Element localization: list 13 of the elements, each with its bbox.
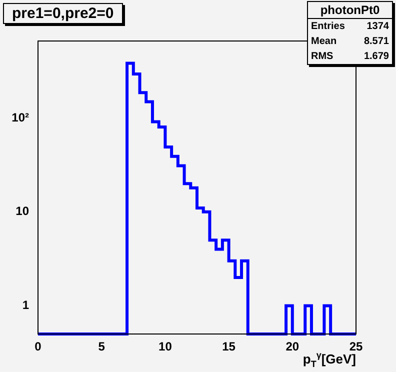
y-tick-label: 1 <box>22 298 30 312</box>
x-tick-label: 15 <box>222 340 236 354</box>
y-tick-label: 10² <box>12 110 30 124</box>
x-tick-label: 10 <box>158 340 172 354</box>
text: RMS 1.679 <box>311 51 389 62</box>
chart-title: pre1=0,pre2=0 <box>3 3 123 24</box>
y-tick-label: 10 <box>16 204 30 218</box>
x-tick-label: 0 <box>34 340 42 354</box>
x-tick-label: 5 <box>98 340 106 354</box>
text: Mean 8.571 <box>311 36 389 47</box>
text: photonPt0 <box>308 2 392 19</box>
x-tick-label: 20 <box>286 340 300 354</box>
text: Entries 1374 <box>311 21 389 32</box>
